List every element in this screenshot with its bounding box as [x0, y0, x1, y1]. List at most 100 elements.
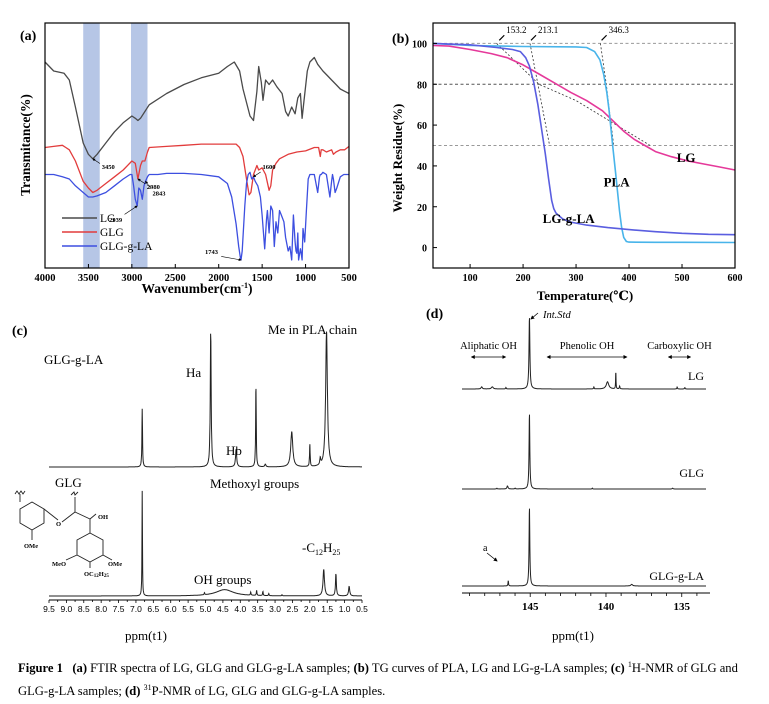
legend-label-glg: GLG — [100, 227, 124, 239]
panel-d-31p-nmr: (d) 145 140 135 Int.Std Aliphatic OH Phenol… — [426, 307, 712, 643]
highlight-band-1 — [83, 23, 100, 268]
annotation-2980: 2980 — [147, 184, 160, 191]
x-tick-label-300: 300 — [569, 273, 584, 284]
highlight-band-2 — [130, 23, 148, 268]
x-tick-label-4-5: 4.5 — [217, 604, 229, 614]
series-line-lg — [432, 44, 736, 171]
annotation-arrow-3450 — [92, 158, 101, 164]
highlight-bands — [83, 23, 148, 268]
caption-b-label: (b) — [353, 661, 369, 676]
label-oh-groups: OH groups — [194, 572, 251, 587]
series-line-lg-g-la — [432, 42, 736, 236]
annotation-1600: 1600 — [262, 164, 275, 171]
x-tick-label-400: 400 — [622, 273, 637, 284]
spectrum-glg-g-la — [49, 331, 362, 468]
legend-label-glg-g-la: GLG-g-LA — [100, 241, 153, 253]
onset-arrow-346-3 — [601, 34, 608, 41]
x-tick-label-3000: 3000 — [121, 273, 142, 284]
x-axis-title: Temperature(℃) — [537, 288, 633, 303]
annotation-arrow-2939 — [124, 205, 138, 215]
axis-ticks: 100 200 300 400 500 600 0 20 40 60 80 100 — [412, 39, 743, 284]
onset-arrow-213-1 — [530, 34, 537, 41]
spectrum-glg — [49, 490, 362, 597]
y-tick-label-20: 20 — [417, 203, 427, 214]
x-tick-label-8: 8.0 — [95, 604, 107, 614]
onset-label-346-3: 346.3 — [609, 25, 630, 35]
spectrum-lg — [462, 318, 706, 390]
x-tick-label-135: 135 — [674, 601, 691, 613]
region-label-carboxylic-oh: Carboxylic OH — [647, 341, 712, 352]
onset-label-153-2: 153.2 — [506, 25, 526, 35]
legend: LG GLG GLG-g-LA — [62, 213, 153, 253]
peak-a-arrow — [486, 552, 498, 562]
plot-frame — [432, 22, 736, 269]
panel-label-c: (c) — [12, 324, 28, 339]
caption-a-label: (a) — [72, 661, 88, 676]
sample-label-glg-g-la: GLG-g-LA — [44, 352, 104, 367]
x-tick-label-3: 3.0 — [269, 604, 281, 614]
caption-d-text: P-NMR of LG, GLG and GLG-g-LA samples. — [151, 684, 386, 699]
region-labels: Aliphatic OH Phenolic OH Carboxylic OH — [460, 341, 712, 359]
caption-a-text: FTIR spectra of LG, GLG and GLG-g-LA sam… — [87, 661, 354, 676]
annotation-1743: 1743 — [205, 249, 219, 256]
spectrum-glg — [462, 414, 706, 490]
curve-labels: LG PLA LG-g-LA — [543, 150, 696, 226]
sample-label-lg: LG — [688, 369, 704, 383]
peak-a-label: a — [483, 543, 488, 554]
series-line-glg — [44, 143, 350, 196]
y-axis-title: Transmitance(%) — [18, 94, 33, 196]
chemical-structure — [14, 490, 113, 568]
x-tick-label-9: 9.0 — [60, 604, 72, 614]
annotation-arrow-1743 — [221, 256, 242, 262]
onset-annotations: 153.2 213.1 346.3 — [498, 25, 630, 41]
ring-1 — [19, 501, 45, 531]
svg-text:OC12H25: OC12H25 — [84, 571, 109, 579]
label-me-pla: Me in PLA chain — [268, 322, 358, 337]
label-methoxyl: Methoxyl groups — [210, 476, 299, 491]
legend-label-lg: LG — [100, 213, 115, 225]
x-tick-label-6: 6.0 — [165, 604, 177, 614]
onset-arrow-153-2 — [498, 34, 505, 41]
annotation-2843: 2843 — [152, 190, 166, 197]
x-tick-label-3500: 3500 — [78, 273, 99, 284]
annotation-arrow-1600 — [252, 171, 261, 178]
x-ticks: 4000 3500 3000 2500 2000 1500 1000 500 — [35, 264, 357, 284]
onset-label-213-1: 213.1 — [538, 25, 558, 35]
x-tick-label-140: 140 — [598, 601, 615, 613]
x-tick-label-4: 4.0 — [234, 604, 246, 614]
svg-text:OH: OH — [98, 514, 108, 521]
x-tick-label-500: 500 — [675, 273, 690, 284]
y-tick-label-80: 80 — [417, 80, 427, 91]
caption-c-sup: 1 — [627, 660, 632, 669]
x-tick-label-145: 145 — [522, 601, 539, 613]
caption-d-sup: 31 — [143, 683, 152, 693]
nmr-spectra — [462, 318, 706, 587]
x-tick-label-500: 500 — [341, 273, 357, 284]
region-label-aliphatic-oh: Aliphatic OH — [460, 341, 517, 352]
wavy-bond-2 — [70, 491, 79, 496]
y-tick-label-40: 40 — [417, 162, 427, 173]
tg-series — [432, 42, 736, 244]
y-tick-label-60: 60 — [417, 121, 427, 132]
x-tick-label-1000: 1000 — [295, 273, 316, 284]
svg-text:MeO: MeO — [52, 561, 66, 568]
y-tick-label-0: 0 — [422, 244, 427, 255]
x-tick-label-3-5: 3.5 — [252, 604, 264, 614]
x-tick-label-4000: 4000 — [35, 273, 56, 284]
x-tick-label-2-5: 2.5 — [287, 604, 299, 614]
x-axis: 9.5 9.0 8.5 8.0 7.5 7.0 6.5 6.0 5.5 5.0 4.5 4.0 3.5 3… — [43, 599, 368, 614]
svg-text:OMe: OMe — [108, 561, 122, 568]
label-hb: Hb — [226, 443, 242, 458]
peak-annotations: 3450 2980 2939 2843 1600 1743 — [92, 158, 275, 262]
x-tick-label-1: 1.0 — [339, 604, 351, 614]
caption-d-label: (d) — [125, 684, 141, 699]
x-axis-title: ppm(t1) — [125, 628, 167, 643]
label-c12h25: -C12H25 — [302, 540, 340, 557]
sample-label-glg: GLG — [55, 475, 82, 490]
annotation-3450: 3450 — [102, 164, 115, 171]
x-tick-label-8-5: 8.5 — [78, 604, 90, 614]
x-tick-label-6-5: 6.5 — [147, 604, 159, 614]
sample-label-glg-g-la: GLG-g-LA — [649, 569, 704, 583]
structure-labels: O OH OMe MeO OMe OC12H25 — [24, 514, 122, 579]
spectrum-glg-g-la — [462, 508, 706, 587]
